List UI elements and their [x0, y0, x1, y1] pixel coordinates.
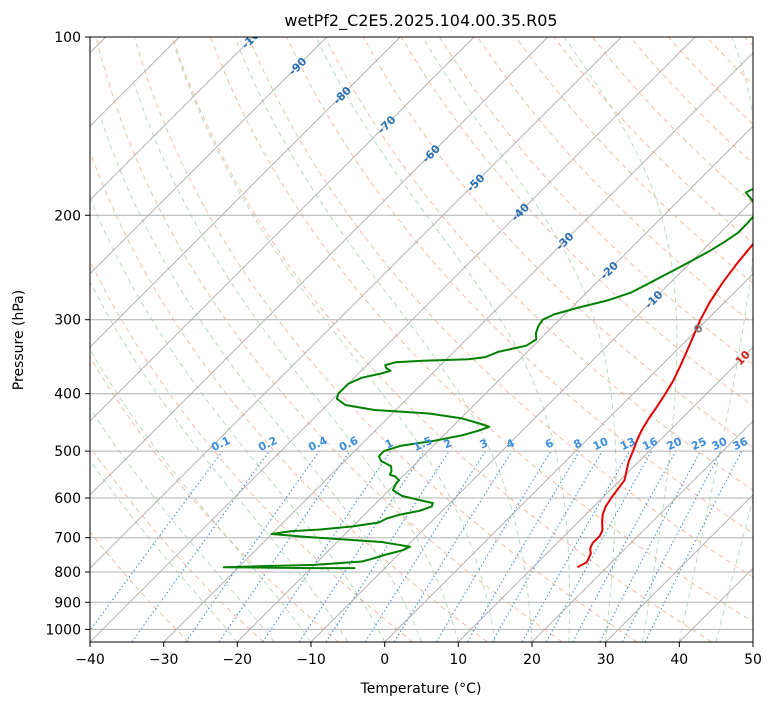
mixing-ratio-line: [185, 450, 320, 642]
dewpoint-profile-line: [222, 187, 753, 570]
isotherm-line: [90, 37, 254, 201]
mixing-ratio-label: 13: [618, 435, 637, 453]
mixing-ratio-line: [545, 450, 653, 642]
y-tick-label: 100: [54, 30, 81, 46]
mixing-ratio-lines: [90, 450, 743, 642]
isotherm-line: [90, 37, 696, 642]
isotherm-line: [605, 494, 753, 642]
mixing-ratio-label: 16: [640, 435, 660, 453]
moist-adiabat-line: [90, 459, 238, 642]
dry-adiabat-line: [438, 37, 753, 366]
y-tick-label: 700: [54, 531, 81, 547]
dry-adiabat-line: [248, 37, 753, 578]
plot-area: -100-90-80-70-60-50-40-30-20-10010203040…: [90, 37, 753, 642]
x-tick-label: −40: [75, 652, 105, 668]
mixing-ratio-label: 30: [710, 435, 730, 453]
x-tick-label: 20: [523, 652, 541, 668]
mixing-ratio-line: [298, 450, 425, 642]
dry-adiabat-line: [171, 37, 712, 642]
dry-adiabat-line: [515, 37, 753, 284]
isotherm-line: [163, 52, 753, 642]
y-tick-label: 300: [54, 313, 81, 329]
dry-adiabat-line: [90, 531, 190, 642]
y-tick-label: 1000: [45, 622, 81, 638]
mixing-ratio-line: [325, 450, 450, 642]
moist-adiabat-line: [174, 46, 496, 642]
mixing-ratio-line: [262, 450, 392, 642]
mixing-ratio-line: [521, 450, 630, 642]
x-tick-label: 50: [744, 652, 762, 668]
mixing-ratio-line: [644, 450, 743, 642]
dry-adiabat-line: [400, 37, 753, 407]
dry-adiabats: [90, 37, 753, 642]
isotherm-line: [384, 273, 753, 642]
y-tick-label: 900: [54, 595, 81, 611]
mixing-ratio-label: 25: [689, 435, 708, 453]
moist-adiabat-line: [90, 348, 312, 642]
isotherms: [90, 37, 753, 642]
x-tick-label: 30: [597, 652, 615, 668]
isotherm-line: [90, 37, 328, 275]
isotherm-line: [90, 37, 475, 422]
isotherm-line: [90, 37, 401, 348]
x-tick-label: 0: [380, 652, 389, 668]
pressure-grid: [90, 37, 753, 630]
mixing-ratio-label: 36: [731, 435, 751, 453]
y-tick-label: 500: [54, 444, 81, 460]
mixing-ratio-line: [131, 450, 270, 642]
dry-adiabat-line: [210, 37, 753, 623]
dry-adiabat-line: [133, 37, 638, 642]
mixing-ratio-label: 20: [665, 435, 685, 453]
x-axis-ticks: −40 −30 −20 −10 0 10 20 30 40 50: [75, 642, 762, 668]
moist-adiabat-line: [422, 37, 617, 642]
mixing-ratio-line: [393, 450, 513, 642]
x-tick-label: −30: [149, 652, 179, 668]
mixing-ratio-label: 10: [591, 435, 611, 453]
moist-adiabat-line: [315, 37, 570, 642]
x-axis-label: Temperature (°C): [360, 681, 482, 697]
isotherm-line: [310, 199, 753, 642]
y-axis-label: Pressure (hPa): [11, 290, 27, 390]
x-tick-label: −10: [296, 652, 326, 668]
chart-title: wetPf2_C2E5.2025.104.00.35.R05: [284, 11, 557, 31]
isotherm-line: [90, 37, 549, 496]
moist-adiabat-line: [100, 119, 422, 642]
mixing-ratio-line: [572, 450, 677, 642]
dry-adiabat-line: [95, 37, 563, 642]
mixing-ratio-line: [90, 450, 223, 632]
dry-adiabat-line: [90, 150, 488, 642]
sounding-series: [222, 187, 753, 570]
moist-adiabat-line: [90, 280, 349, 642]
x-tick-label: −20: [223, 652, 253, 668]
moist-adiabat-line: [563, 37, 678, 642]
y-axis-ticks: 100 200 300 400 500 600 700 800 900 1000: [45, 30, 90, 638]
isotherm-line: [531, 420, 753, 642]
y-tick-label: 200: [54, 208, 81, 224]
y-tick-label: 600: [54, 491, 81, 507]
y-tick-label: 800: [54, 565, 81, 581]
isotherm-line: [457, 346, 753, 642]
x-tick-label: 40: [670, 652, 688, 668]
isotherm-line: [90, 37, 622, 569]
dry-adiabat-line: [90, 356, 339, 642]
isotherm-line: [236, 125, 753, 642]
mixing-ratio-line: [218, 450, 351, 642]
y-tick-label: 400: [54, 387, 81, 403]
plot-frame: [89, 36, 754, 643]
x-tick-label: 10: [449, 652, 467, 668]
temperature-profile-line: [576, 242, 753, 569]
dry-adiabat-line: [90, 445, 264, 642]
